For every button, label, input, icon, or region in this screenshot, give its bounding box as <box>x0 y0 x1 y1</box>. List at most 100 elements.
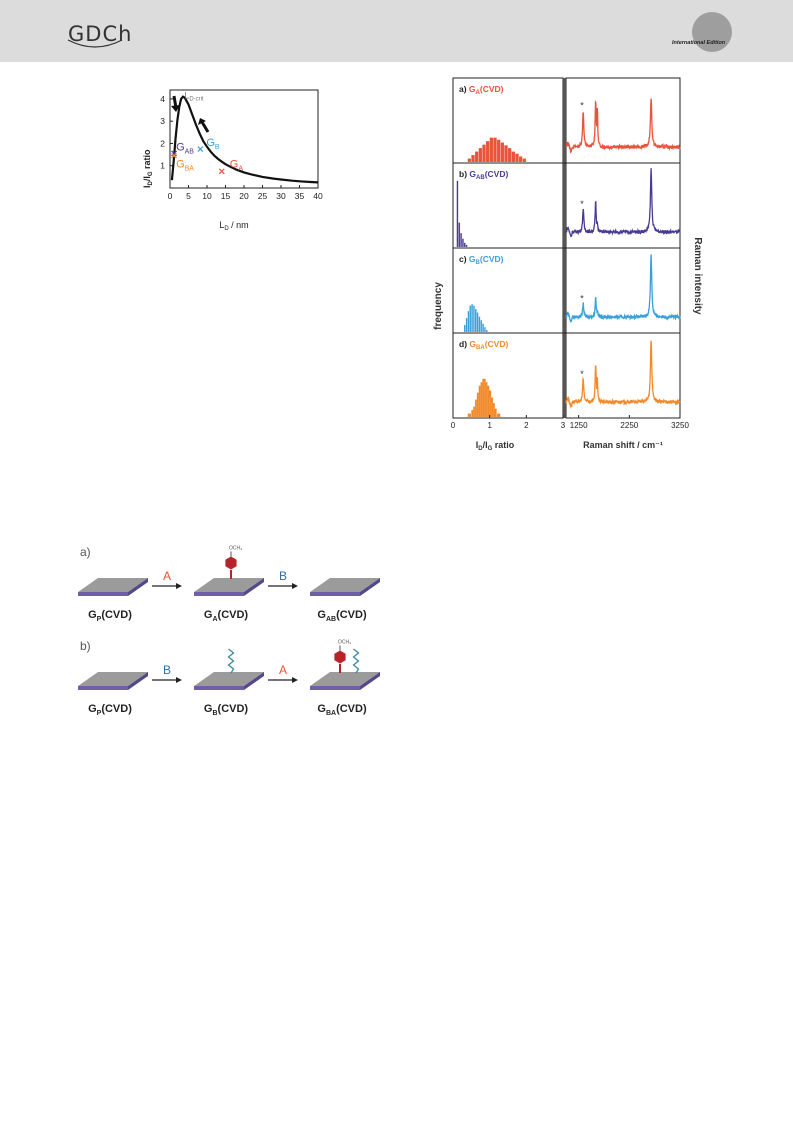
histogram-raman-figure: frequency Raman intensity * * * * a) GA(CVD… <box>433 77 703 452</box>
histogram-bar <box>484 326 486 333</box>
reagent-label: B <box>279 569 287 583</box>
y-tick-label: 4 <box>160 94 165 104</box>
x-tick-label: 1 <box>487 421 492 430</box>
x-tick-label: 10 <box>202 191 212 201</box>
histogram-bar <box>465 244 468 248</box>
y-tick-label: 2 <box>160 138 165 148</box>
edition-badge <box>692 12 732 52</box>
point-label: GA <box>230 158 244 172</box>
frequency-axis-label: frequency <box>433 282 444 330</box>
histogram-bar <box>485 140 490 163</box>
scheme-layer: OCH₃ OCH₃ A B B A GP(CVD) GA(CVD) GAB(CVD) GP(CVD… <box>78 546 380 717</box>
point-label: GB <box>206 137 220 151</box>
graphene-sheet <box>194 672 264 690</box>
substrate-front <box>78 592 128 596</box>
histogram-bar <box>463 242 466 248</box>
point-marker <box>218 168 225 175</box>
histogram-bar <box>467 413 472 418</box>
histogram-bar <box>456 180 459 248</box>
substrate-front <box>78 686 128 690</box>
sheet-top <box>310 672 380 686</box>
substrate-side <box>244 672 264 690</box>
raman-intensity-axis-label: Raman intensity <box>692 237 703 315</box>
histogram-bar <box>467 158 472 163</box>
point-marker <box>197 146 204 152</box>
point-marker <box>171 150 177 157</box>
panel-label: a) GA(CVD) <box>459 84 504 96</box>
histogram-bar <box>474 151 479 163</box>
methoxy-label: OCH₃ <box>229 546 242 552</box>
ratio-curve <box>170 95 319 184</box>
left-chart-points: GAB GB GBA GA <box>171 137 244 175</box>
panel-label: b) GAB(CVD) <box>459 169 508 181</box>
x-tick-label: 2 <box>524 421 529 430</box>
x-tick-label: 0 <box>168 191 173 201</box>
raman-shift-axis-label: Raman shift / cm⁻¹ <box>583 440 663 450</box>
histogram-bar <box>507 147 512 163</box>
histogram-bar <box>478 147 483 163</box>
arrow-head-icon <box>176 583 182 589</box>
histogram-bar <box>511 151 516 163</box>
histogram-bar <box>476 312 479 333</box>
functionalization-scheme: a) b) OCH₃ OCH₃ A B B A GP(CVD) GA(CVD) GAB(CVD)… <box>78 545 380 717</box>
substrate-side <box>360 672 380 690</box>
histogram-bar <box>471 303 474 333</box>
x-tick-label: 0 <box>451 421 456 430</box>
graphene-sheet <box>310 578 380 596</box>
d-peak-marker: * <box>580 101 584 111</box>
sample-label: GP(CVD) <box>88 703 132 717</box>
y-tick-label: 3 <box>160 116 165 126</box>
row-a-label: a) <box>80 545 91 559</box>
arrow-head-icon <box>176 677 182 683</box>
histogram-bar <box>471 154 475 163</box>
x-tick-label: 25 <box>258 191 268 201</box>
histogram-bar <box>473 305 475 333</box>
reagent-label: B <box>163 663 171 677</box>
histogram-bar <box>496 139 501 163</box>
histogram-bar <box>500 142 505 163</box>
page-header: GDCh International Edition <box>0 0 793 62</box>
sample-label: GA(CVD) <box>204 609 249 623</box>
ld-crit-label: LD-crit <box>184 91 204 103</box>
ratio-axis-label: ID/IG ratio <box>476 440 515 452</box>
histogram-bar <box>482 144 486 163</box>
sheet-top <box>78 578 148 592</box>
arrow-head-icon <box>292 677 298 683</box>
y-axis-label: ID/IG ratio <box>142 149 154 188</box>
d-peak-marker: * <box>580 294 584 304</box>
raman-spectrum <box>565 340 681 409</box>
d-peak-marker: * <box>580 199 584 209</box>
substrate-side <box>244 578 264 596</box>
histogram-bar <box>467 310 470 333</box>
x-tick-label: 20 <box>239 191 249 201</box>
x-tick-label: 5 <box>186 191 191 201</box>
substrate-front <box>310 686 360 690</box>
left-arrow-icon <box>171 95 180 112</box>
substrate-front <box>194 686 244 690</box>
x-tick-label: 3250 <box>671 421 689 430</box>
histogram-bar <box>458 222 461 248</box>
graphene-sheet <box>194 578 264 596</box>
sheet-top <box>194 672 264 686</box>
histogram-bar <box>480 320 483 333</box>
x-tick-label: 2250 <box>620 421 638 430</box>
x-tick-label: 3 <box>561 421 566 430</box>
histogram-bar <box>463 324 466 333</box>
raman-spectrum <box>565 168 681 238</box>
point-label: GBA <box>176 159 194 173</box>
arrow-head-icon <box>292 583 298 589</box>
x-tick-label: 30 <box>276 191 286 201</box>
gdch-logo: GDCh <box>68 22 133 46</box>
histogram-bar <box>522 158 527 163</box>
panel-label: d) GBA(CVD) <box>459 339 508 351</box>
sample-label: GAB(CVD) <box>317 609 367 623</box>
methoxy-label: OCH₃ <box>338 640 351 646</box>
histogram-bar <box>493 408 497 418</box>
histograms <box>456 137 527 418</box>
sample-label: GP(CVD) <box>88 609 132 623</box>
left-chart-ticks: 0 5 10 15 20 25 30 35 40 1 2 3 4 <box>160 94 323 201</box>
right-arrow-icon <box>198 118 210 133</box>
histogram-bar <box>465 317 468 333</box>
histogram-bar <box>515 153 519 163</box>
histogram-bar <box>493 137 497 163</box>
